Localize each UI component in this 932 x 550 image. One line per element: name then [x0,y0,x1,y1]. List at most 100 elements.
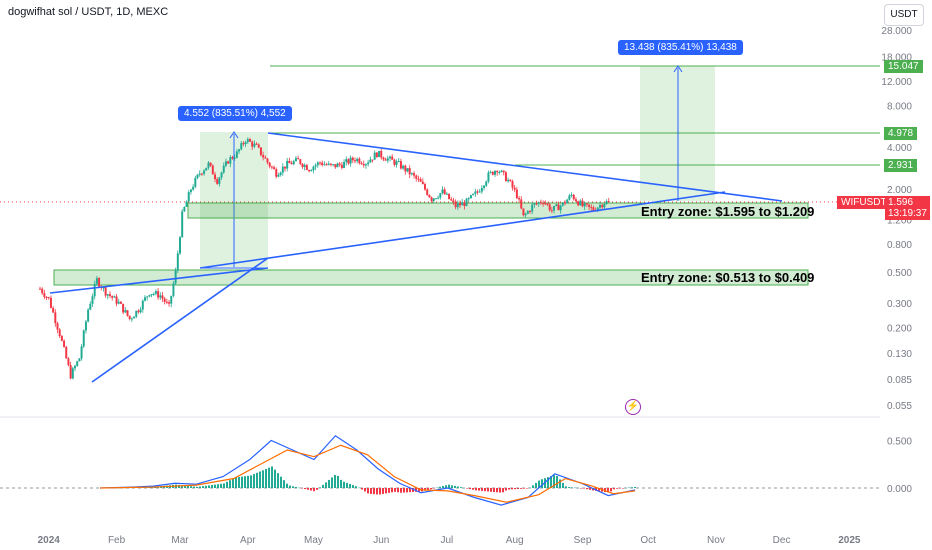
candle-body [187,192,190,202]
measure-arrow-1-head [229,131,239,139]
candle-body [69,365,72,379]
candle-body [408,168,411,175]
macd-hist-bar [508,488,510,490]
candle-body [329,163,332,165]
candle-body [124,310,127,313]
macd-hist-bar [433,488,435,489]
lightning-icon[interactable]: ⚡ [625,399,641,415]
macd-hist-bar [271,466,273,488]
macd-hist-bar [607,488,609,493]
price-tick-label: 0.800 [887,240,912,251]
candle-body [205,167,208,171]
signal-line [99,444,636,503]
candle-body [308,169,311,172]
time-tick-label: Apr [240,535,256,546]
candle-body [485,181,488,186]
candle-body [356,158,359,162]
candle-body [583,203,586,207]
candle-body [122,303,125,313]
price-tick-label: 0.130 [887,349,912,360]
macd-hist-bar [229,480,231,488]
macd-hist-bar [211,484,213,488]
candle-body [137,310,140,313]
time-tick-label: 2025 [838,535,861,546]
candle-body [146,296,149,298]
candle-body [76,361,79,366]
macd-hist-bar [445,485,447,488]
candle-body [319,162,321,164]
candle-body [568,195,571,200]
candles-group [39,137,610,380]
price-tick-label: 0.500 [887,268,912,279]
candle-body [537,202,540,204]
candle-body [168,302,171,304]
macd-hist-bar [511,488,513,490]
macd-hist-bar [556,475,558,488]
candle-body [480,187,483,192]
candle-body [375,152,378,158]
candle-body [511,181,514,188]
candle-body [52,307,55,313]
candle-body [496,170,499,173]
macd-hist-bar [514,488,516,490]
candle-body [82,330,85,347]
candle-body [544,203,547,205]
macd-hist-bar [238,476,240,488]
macd-hist-bar [592,488,594,491]
candle-body [63,340,66,347]
macd-hist-bar [616,488,618,489]
candle-body [111,295,114,298]
candle-body [507,179,510,182]
candle-body [251,141,254,147]
candle-body [456,203,459,208]
price-tick-label: 12.000 [881,77,912,88]
macd-hist-bar [478,488,480,491]
macd-hist-bar [553,475,555,488]
candle-body [305,165,308,170]
macd-axis: 0.500 0.000 [887,437,912,496]
macd-hist-bar [574,487,576,489]
candle-body [288,160,291,164]
macd-hist-bar [283,480,285,488]
macd-hist-bar [316,488,318,490]
macd-hist-bar [304,488,306,490]
macd-tick-label: 0.500 [887,437,912,448]
candle-body [242,143,245,145]
candle-body [84,321,87,331]
macd-hist-bar [310,488,312,491]
candle-body [599,204,601,208]
macd-tick-label: 0.000 [887,484,912,495]
candle-body [93,283,96,297]
candle-body [301,163,304,168]
macd-hist-bar [367,488,369,494]
symbol-price-tag: WIFUSDT [837,196,891,209]
candle-body [465,198,468,206]
time-tick-label: Aug [506,535,524,546]
macd-hist-bar [295,486,297,488]
macd-hist-bar [319,487,321,488]
macd-hist-bar [286,483,288,488]
macd-hist-bar [226,481,228,488]
price-tick-label: 0.055 [887,401,912,412]
candle-body [459,203,461,206]
candle-body [294,158,297,162]
candle-body [577,201,580,206]
candle-body [135,310,138,317]
macd-hist-bar [394,488,396,492]
macd-hist-bar [244,476,246,488]
macd-hist-bar [280,476,282,488]
macd-hist-bar [187,485,189,488]
last-price-value: 1.596 [888,197,914,208]
macd-hist-bar [196,486,198,488]
macd-hist-bar [331,477,333,488]
macd-hist-bar [523,488,525,489]
candle-body [281,166,284,173]
candle-body [139,309,142,313]
candle-body [491,171,494,175]
currency-button[interactable]: USDT [884,4,924,26]
target-tag-2931: 2.931 [884,159,918,172]
candle-body [585,203,588,205]
macd-hist-bar [391,488,393,493]
candle-body [535,203,538,205]
